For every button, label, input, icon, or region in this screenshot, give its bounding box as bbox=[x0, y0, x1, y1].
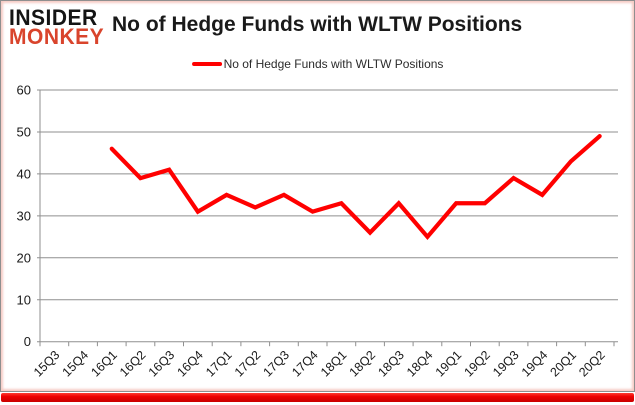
x-axis-tick-label: 19Q3 bbox=[490, 348, 522, 380]
logo-text-monkey: MONKEY bbox=[9, 24, 105, 50]
y-axis-tick-label: 20 bbox=[17, 250, 31, 265]
logo-text-insider: INSIDER bbox=[9, 5, 98, 31]
x-axis-tick-label: 16Q3 bbox=[146, 348, 178, 380]
chart-title: No of Hedge Funds with WLTW Positions bbox=[112, 13, 523, 36]
x-axis-tick-label: 19Q1 bbox=[433, 348, 465, 380]
legend-line-swatch bbox=[191, 62, 222, 66]
x-axis-tick-label: 20Q2 bbox=[576, 348, 608, 380]
y-axis-tick-label: 30 bbox=[17, 208, 31, 223]
x-axis-tick-label: 16Q1 bbox=[88, 348, 120, 380]
x-axis-tick-label: 18Q3 bbox=[375, 348, 407, 380]
y-axis-tick-label: 60 bbox=[17, 83, 31, 98]
y-axis-tick-label: 10 bbox=[17, 292, 31, 307]
x-axis-tick-label: 16Q2 bbox=[117, 348, 149, 380]
x-axis-tick-label: 20Q1 bbox=[548, 348, 580, 380]
y-axis-tick-label: 50 bbox=[17, 124, 31, 139]
legend: No of Hedge Funds with WLTW Positions bbox=[191, 57, 444, 71]
x-axis-tick-label: 15Q4 bbox=[60, 348, 92, 380]
x-axis-tick-label: 19Q4 bbox=[519, 348, 551, 380]
x-axis-tick-label: 15Q3 bbox=[31, 348, 63, 380]
x-axis-tick-label: 17Q4 bbox=[289, 348, 321, 380]
x-axis-tick-label: 18Q2 bbox=[347, 348, 379, 380]
legend-label: No of Hedge Funds with WLTW Positions bbox=[223, 57, 444, 71]
bottom-red-bar bbox=[1, 393, 634, 402]
x-axis-tick-label: 18Q1 bbox=[318, 348, 350, 380]
chart-frame bbox=[0, 0, 635, 392]
x-axis-tick-label: 17Q1 bbox=[203, 348, 235, 380]
insider-monkey-logo: INSIDER MONKEY bbox=[9, 5, 105, 50]
y-axis-tick-label: 0 bbox=[24, 334, 31, 349]
x-axis-tick-label: 17Q3 bbox=[261, 348, 293, 380]
x-axis-tick-label: 17Q2 bbox=[232, 348, 264, 380]
x-axis-tick-label: 18Q4 bbox=[404, 348, 436, 380]
y-axis-tick-label: 40 bbox=[17, 166, 31, 181]
x-axis-tick-label: 19Q2 bbox=[461, 348, 493, 380]
x-axis-tick-label: 16Q4 bbox=[174, 348, 206, 380]
data-series-line bbox=[109, 134, 602, 241]
